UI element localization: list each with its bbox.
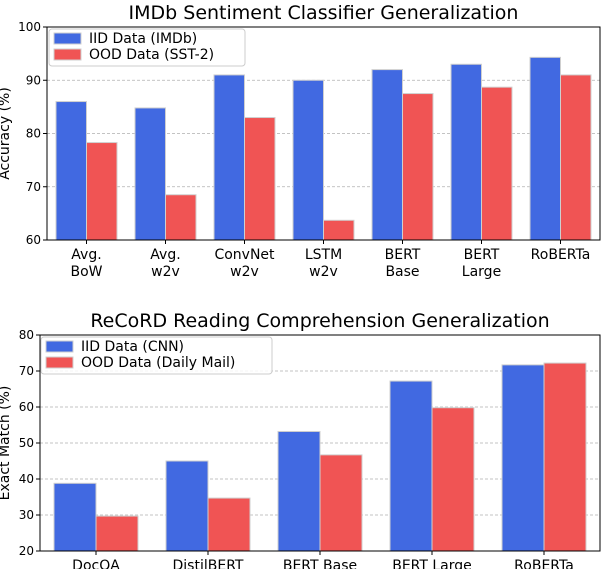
x-tick-label: LSTM (305, 247, 342, 263)
y-tick-label: 100 (18, 20, 41, 34)
legend-label: OOD Data (SST-2) (89, 47, 214, 63)
x-tick-label: w2v (151, 264, 180, 280)
chart-title: IMDb Sentiment Classifier Generalization (129, 2, 519, 24)
y-tick-label: 60 (19, 400, 34, 414)
x-tick-label: RoBERTa (531, 247, 591, 263)
y-tick-label: 80 (19, 328, 34, 342)
x-tick-label: Large (462, 264, 501, 280)
x-tick-label: Avg. (150, 247, 180, 263)
bar-ood (560, 74, 592, 241)
bar-iid (53, 482, 97, 552)
x-tick-label: BERT (385, 247, 421, 263)
y-axis-label: Accuracy (%) (0, 87, 13, 180)
legend-label: IID Data (IMDb) (89, 31, 197, 47)
bar-iid (371, 69, 403, 241)
bar-ood (95, 515, 139, 552)
x-tick-label: BERT (464, 247, 500, 263)
bar-ood (431, 407, 475, 552)
legend-label: IID Data (CNN) (81, 339, 184, 355)
bar-iid (134, 107, 166, 241)
x-tick-label: BoW (70, 264, 102, 280)
bar-iid (55, 101, 87, 241)
x-tick-label: RoBERTa (514, 558, 574, 569)
y-tick-label: 20 (19, 544, 34, 558)
y-tick-label: 60 (26, 233, 41, 247)
legend-box (48, 28, 246, 67)
bar-ood (543, 362, 587, 552)
plot-frame (46, 26, 601, 241)
y-axis-label: Exact Match (%) (0, 386, 13, 501)
chart-2: ReCoRD Reading Comprehension Generalizat… (0, 310, 601, 569)
y-tick-label: 80 (26, 127, 41, 141)
legend-swatch (53, 48, 82, 61)
bar-iid (501, 364, 545, 552)
legend: IID Data (CNN)OOD Data (Daily Mail) (40, 336, 273, 375)
legend-swatch (45, 356, 74, 369)
bar-iid (450, 63, 482, 241)
bar-iid (213, 74, 245, 241)
y-tick-label: 70 (26, 180, 41, 194)
x-tick-label: DocQA (72, 558, 120, 569)
y-tick-label: 40 (19, 472, 34, 486)
x-tick-label: DistilBERT (173, 558, 244, 569)
plot-frame (39, 334, 601, 552)
x-tick-label: BERT Large (392, 558, 472, 569)
x-tick-label: ConvNet (214, 247, 275, 263)
x-tick-label: Base (385, 264, 419, 280)
chart-title: ReCoRD Reading Comprehension Generalizat… (90, 310, 549, 332)
legend-swatch (53, 32, 82, 45)
y-tick-label: 90 (26, 73, 41, 87)
bar-ood (323, 219, 355, 241)
legend-label: OOD Data (Daily Mail) (81, 355, 235, 371)
bar-ood (319, 454, 363, 552)
bar-iid (389, 380, 433, 552)
legend-swatch (45, 340, 74, 353)
bar-iid (165, 460, 209, 552)
legend-box (40, 336, 273, 375)
bar-iid (292, 79, 324, 241)
chart-1: IMDb Sentiment Classifier Generalization… (0, 2, 601, 280)
bar-ood (207, 497, 251, 552)
bar-ood (481, 86, 513, 241)
x-tick-label: w2v (309, 264, 338, 280)
x-tick-label: w2v (230, 264, 259, 280)
x-tick-label: Avg. (71, 247, 101, 263)
y-tick-label: 50 (19, 436, 34, 450)
x-tick-label: BERT Base (283, 558, 357, 569)
bar-ood (165, 194, 197, 241)
bar-ood (86, 142, 118, 241)
bar-ood (244, 117, 276, 241)
legend: IID Data (IMDb)OOD Data (SST-2) (48, 28, 246, 67)
bar-ood (402, 93, 434, 241)
bar-iid (529, 56, 561, 241)
y-tick-label: 30 (19, 508, 34, 522)
y-tick-label: 70 (19, 364, 34, 378)
bar-iid (277, 430, 321, 552)
